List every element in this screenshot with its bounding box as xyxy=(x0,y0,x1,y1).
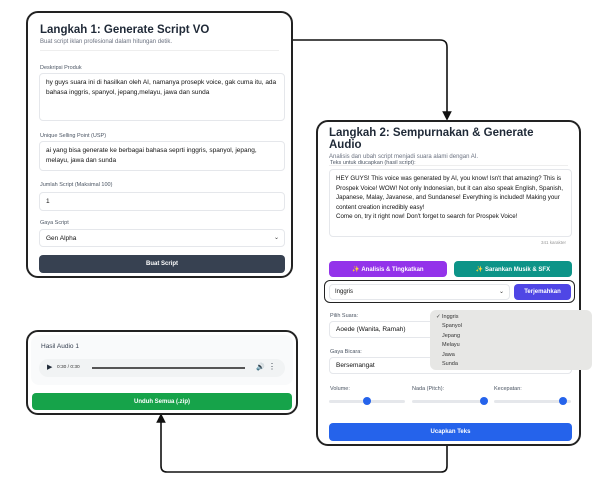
volume-slider-thumb[interactable] xyxy=(363,397,371,405)
volume-icon[interactable]: 🔊 xyxy=(256,364,265,371)
audio-player[interactable]: ▶ 0:30 / 0:30 🔊 ⋮ xyxy=(39,359,285,377)
style-label: Gaya Script xyxy=(40,220,69,226)
language-value: Inggris xyxy=(335,289,354,295)
option-label: Sunda xyxy=(442,361,458,368)
volume-slider[interactable] xyxy=(329,397,405,405)
speech-style-label: Gaya Bicara: xyxy=(330,349,362,355)
check-icon: ✓ xyxy=(436,314,441,320)
audio-result-card: Hasil Audio 1 ▶ 0:30 / 0:30 🔊 ⋮ xyxy=(31,335,293,385)
dropdown-option-spanyol[interactable]: Spanyol xyxy=(436,322,586,331)
dropdown-option-sunda[interactable]: Sunda xyxy=(436,360,586,369)
speech-textarea[interactable]: HEY GUYS! This voice was generated by AI… xyxy=(329,169,572,237)
desc-label: Deskripsi Produk xyxy=(40,65,82,71)
pitch-label: Nada (Pitch): xyxy=(412,386,445,392)
script-style-select[interactable]: Gen Alpha ⌄ xyxy=(39,229,285,247)
result-title: Hasil Audio 1 xyxy=(41,343,79,350)
play-icon[interactable]: ▶ xyxy=(47,364,53,371)
option-label: Jawa xyxy=(442,351,455,358)
language-select[interactable]: Inggris ⌄ xyxy=(329,284,510,300)
volume-label: Volume: xyxy=(330,386,350,392)
char-count: 341 karakter xyxy=(540,240,566,245)
suggest-music-button[interactable]: ✨ Sarankan Musik & SFX xyxy=(454,261,572,277)
language-dropdown-menu: ✓Inggris Spanyol Jepang Melayu Jawa Sunda xyxy=(430,310,592,370)
step2-subtitle: Analisis dan ubah script menjadi suara a… xyxy=(329,154,568,166)
option-label: Inggris xyxy=(442,314,459,320)
translate-group xyxy=(324,280,575,303)
count-label: Jumlah Script (Maksimal 100) xyxy=(40,182,113,188)
text-label: Teks untuk diucapkan (hasil script): xyxy=(330,160,416,166)
more-options-icon[interactable]: ⋮ xyxy=(268,362,276,371)
dropdown-option-inggris[interactable]: ✓Inggris xyxy=(436,313,586,322)
speed-slider[interactable] xyxy=(494,397,571,405)
option-label: Jepang xyxy=(442,332,461,339)
chevron-down-icon: ⌄ xyxy=(498,289,504,295)
speak-button[interactable]: Ucapkan Teks xyxy=(329,423,572,441)
option-label: Spanyol xyxy=(442,323,462,330)
speed-slider-thumb[interactable] xyxy=(559,397,568,405)
step1-title: Langkah 1: Generate Script VO xyxy=(40,24,210,36)
dropdown-option-jepang[interactable]: Jepang xyxy=(436,332,586,341)
step1-subtitle: Buat script iklan profesional dalam hitu… xyxy=(40,39,279,51)
usp-label: Unique Selling Point (USP) xyxy=(40,133,107,139)
audio-progress[interactable] xyxy=(92,367,245,369)
translate-button[interactable]: Terjemahkan xyxy=(514,284,571,300)
analyze-button[interactable]: ✨ Analisis & Tingkatkan xyxy=(329,261,447,277)
step2-title: Langkah 2: Sempurnakan & Generate Audio xyxy=(329,127,534,151)
generate-script-button[interactable]: Buat Script xyxy=(39,255,285,273)
step2-panel: Langkah 2: Sempurnakan & Generate Audio … xyxy=(316,120,581,446)
option-label: Melayu xyxy=(442,342,460,349)
step1-panel: Langkah 1: Generate Script VO Buat scrip… xyxy=(26,11,293,278)
description-textarea[interactable]: hy guys suara ini di hasilkan oleh AI, n… xyxy=(39,73,285,121)
script-count-input[interactable]: 1 xyxy=(39,192,285,211)
result-panel: Hasil Audio 1 ▶ 0:30 / 0:30 🔊 ⋮ Unduh Se… xyxy=(26,330,298,415)
voice-label: Pilih Suara: xyxy=(330,313,359,319)
pitch-slider[interactable] xyxy=(412,397,489,405)
dropdown-option-jawa[interactable]: Jawa xyxy=(436,351,586,360)
chevron-down-icon: ⌄ xyxy=(273,235,279,241)
audio-time: 0:30 / 0:30 xyxy=(57,365,80,370)
style-value: Gen Alpha xyxy=(46,235,77,242)
usp-textarea[interactable]: ai yang bisa generate ke berbagai bahasa… xyxy=(39,141,285,171)
download-all-button[interactable]: Unduh Semua (.zip) xyxy=(32,393,292,410)
dropdown-option-melayu[interactable]: Melayu xyxy=(436,341,586,350)
speed-label: Kecepatan: xyxy=(494,386,522,392)
pitch-slider-thumb[interactable] xyxy=(480,397,489,405)
